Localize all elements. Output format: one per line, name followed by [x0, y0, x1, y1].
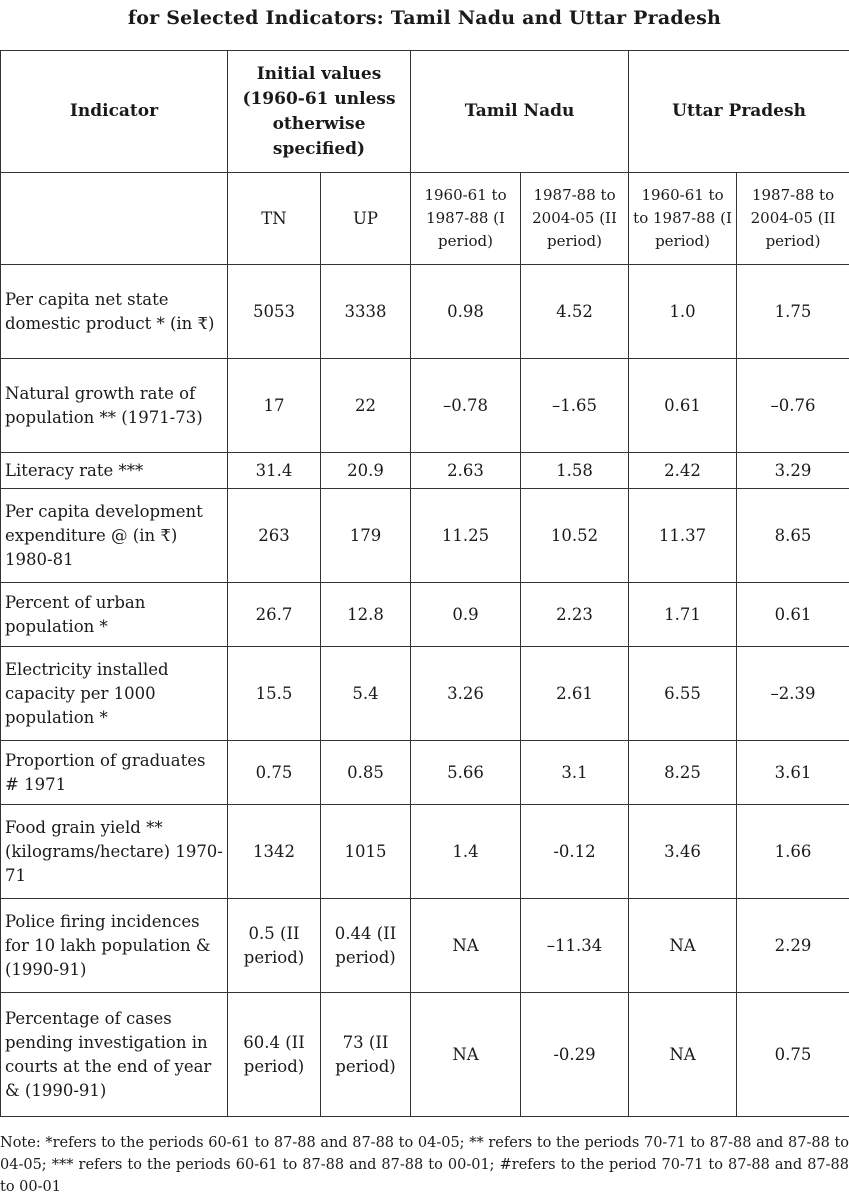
table-row: Percentage of cases pending investigatio…: [0, 992, 849, 1117]
table-row: Per capita net state domestic product * …: [0, 264, 849, 359]
indicator-cell: Proportion of graduates # 1971: [0, 740, 228, 805]
tn-period1-cell: NA: [410, 992, 522, 1117]
up-period2-cell: 1.75: [736, 264, 849, 359]
tn-period1-cell: 0.9: [410, 582, 522, 647]
indicator-cell: Food grain yield ** (kilograms/hectare) …: [0, 804, 228, 899]
indicator-cell: Police firing incidences for 10 lakh pop…: [0, 898, 228, 993]
header-tn-period2: 1987-88 to 2004-05 (II period): [520, 172, 630, 265]
tn-period1-cell: 5.66: [410, 740, 522, 805]
tn-period2-cell: –11.34: [520, 898, 630, 993]
tn-period2-cell: 10.52: [520, 488, 630, 583]
up-initial-cell: 5.4: [319, 646, 412, 741]
indicator-cell: Percentage of cases pending investigatio…: [0, 992, 228, 1117]
tn-period2-cell: 2.61: [520, 646, 630, 741]
up-initial-cell: 22: [319, 358, 412, 453]
up-period2-cell: 8.65: [736, 488, 849, 583]
footnote: Note: *refers to the periods 60-61 to 87…: [0, 1135, 849, 1195]
table-row: Food grain yield ** (kilograms/hectare) …: [0, 804, 849, 899]
table-row: Percent of urban population * 26.7 12.8 0.9…: [0, 582, 849, 647]
up-period1-cell: 0.61: [628, 358, 738, 453]
header-row-top: Indicator Initial values (1960-61 unless…: [0, 50, 849, 173]
header-up-period1: 1960-61 to to 1987-88 (I period): [628, 172, 738, 265]
table-row: Per capita development expenditure @ (in…: [0, 488, 849, 583]
up-period2-cell: 0.75: [736, 992, 849, 1117]
up-period1-cell: 8.25: [628, 740, 738, 805]
tn-initial-cell: 17: [227, 358, 321, 453]
table-row: Proportion of graduates # 1971 0.75 0.85 5.…: [0, 740, 849, 805]
up-initial-cell: 73 (II period): [319, 992, 412, 1117]
tn-period1-cell: –0.78: [410, 358, 522, 453]
tn-period2-cell: 2.23: [520, 582, 630, 647]
up-period1-cell: NA: [628, 992, 738, 1117]
tn-initial-cell: 263: [227, 488, 321, 583]
indicators-table: Indicator Initial values (1960-61 unless…: [0, 50, 849, 1117]
tn-period1-cell: 3.26: [410, 646, 522, 741]
tn-period2-cell: –1.65: [520, 358, 630, 453]
indicator-cell: Per capita net state domestic product * …: [0, 264, 228, 359]
tn-period2-cell: -0.29: [520, 992, 630, 1117]
up-initial-cell: 1015: [319, 804, 412, 899]
tn-initial-cell: 1342: [227, 804, 321, 899]
header-row-sub: TN UP 1960-61 to 1987-88 (I period) 1987…: [0, 172, 849, 265]
table-row: Natural growth rate of population ** (19…: [0, 358, 849, 453]
indicator-cell: Literacy rate ***: [0, 452, 228, 489]
table-row: Electricity installed capacity per 1000 …: [0, 646, 849, 741]
tn-period2-cell: 4.52: [520, 264, 630, 359]
tn-initial-cell: 0.5 (II period): [227, 898, 321, 993]
header-tn-period1: 1960-61 to 1987-88 (I period): [410, 172, 522, 265]
up-initial-cell: 20.9: [319, 452, 412, 489]
up-initial-cell: 179: [319, 488, 412, 583]
up-period2-cell: 1.66: [736, 804, 849, 899]
up-period2-cell: 3.29: [736, 452, 849, 489]
tn-initial-cell: 26.7: [227, 582, 321, 647]
up-initial-cell: 0.44 (II period): [319, 898, 412, 993]
header-blank: [0, 172, 228, 265]
table-title: for Selected Indicators: Tamil Nadu and …: [127, 7, 722, 29]
indicator-cell: Per capita development expenditure @ (in…: [0, 488, 228, 583]
table-row: Police firing incidences for 10 lakh pop…: [0, 898, 849, 993]
header-tn: TN: [227, 172, 321, 265]
header-uttar-pradesh: Uttar Pradesh: [628, 50, 849, 173]
up-initial-cell: 12.8: [319, 582, 412, 647]
tn-initial-cell: 31.4: [227, 452, 321, 489]
tn-period2-cell: 1.58: [520, 452, 630, 489]
up-period2-cell: 3.61: [736, 740, 849, 805]
tn-period2-cell: 3.1: [520, 740, 630, 805]
tn-period1-cell: 11.25: [410, 488, 522, 583]
tn-period1-cell: 1.4: [410, 804, 522, 899]
header-indicator: Indicator: [0, 50, 228, 173]
up-period1-cell: 1.71: [628, 582, 738, 647]
up-period2-cell: 2.29: [736, 898, 849, 993]
tn-initial-cell: 60.4 (II period): [227, 992, 321, 1117]
up-period1-cell: 11.37: [628, 488, 738, 583]
up-period2-cell: 0.61: [736, 582, 849, 647]
up-initial-cell: 0.85: [319, 740, 412, 805]
header-tamil-nadu: Tamil Nadu: [410, 50, 630, 173]
indicator-cell: Percent of urban population *: [0, 582, 228, 647]
tn-initial-cell: 15.5: [227, 646, 321, 741]
up-period1-cell: 2.42: [628, 452, 738, 489]
header-up-period2: 1987-88 to 2004-05 (II period): [736, 172, 849, 265]
up-initial-cell: 3338: [319, 264, 412, 359]
up-period2-cell: –0.76: [736, 358, 849, 453]
table-row: Literacy rate *** 31.4 20.9 2.63 1.58 2.42 3.2…: [0, 452, 849, 489]
header-up: UP: [319, 172, 412, 265]
tn-initial-cell: 5053: [227, 264, 321, 359]
indicator-cell: Electricity installed capacity per 1000 …: [0, 646, 228, 741]
indicator-cell: Natural growth rate of population ** (19…: [0, 358, 228, 453]
up-period1-cell: 3.46: [628, 804, 738, 899]
tn-period1-cell: 0.98: [410, 264, 522, 359]
tn-period2-cell: -0.12: [520, 804, 630, 899]
tn-initial-cell: 0.75: [227, 740, 321, 805]
up-period1-cell: 6.55: [628, 646, 738, 741]
tn-period1-cell: NA: [410, 898, 522, 993]
up-period2-cell: –2.39: [736, 646, 849, 741]
header-initial-values: Initial values (1960-61 unless otherwise…: [226, 50, 412, 173]
tn-period1-cell: 2.63: [410, 452, 522, 489]
up-period1-cell: 1.0: [628, 264, 738, 359]
up-period1-cell: NA: [628, 898, 738, 993]
